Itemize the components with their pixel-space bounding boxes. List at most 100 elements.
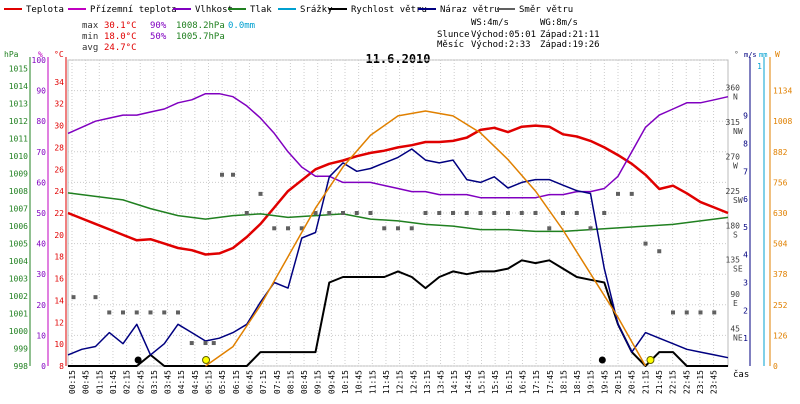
temp-tick-label: 24: [54, 187, 64, 196]
hpa-tick-label: 1004: [9, 257, 28, 266]
wind-direction-point: [506, 211, 510, 215]
wind-direction-point: [409, 226, 414, 231]
wm2-tick-label: 252: [773, 301, 788, 310]
hpa-tick-label: 1008: [9, 187, 28, 196]
hpa-tick-label: 1006: [9, 222, 28, 231]
series-směr-větru: [71, 172, 717, 346]
pct-tick-label: 30: [36, 270, 46, 279]
x-tick-label: 23:45: [710, 370, 719, 394]
wind-direction-point: [272, 226, 277, 231]
x-tick-label: 01:45: [109, 370, 118, 394]
dir-tick-degrees: 270: [726, 152, 741, 161]
x-tick-label: 19:45: [600, 370, 609, 394]
wind-direction-point: [629, 191, 634, 196]
x-tick-label: 08:45: [300, 370, 309, 394]
x-tick-label: 14:15: [450, 370, 459, 394]
series-tlak: [67, 192, 729, 233]
x-tick-label: 07:15: [259, 370, 268, 394]
mm-tick-label: 1: [757, 62, 762, 71]
hpa-tick-label: 1007: [9, 205, 28, 214]
series-line: [67, 192, 729, 233]
x-tick-label: 21:45: [655, 370, 664, 394]
x-tick-label: 12:15: [396, 370, 405, 394]
ms-tick-label: 3: [743, 279, 748, 288]
hpa-tick-label: 1009: [9, 170, 28, 179]
wind-direction-point: [684, 310, 689, 315]
wm2-tick-label: 126: [773, 331, 788, 340]
temp-tick-label: 34: [54, 78, 64, 87]
wind-direction-point: [712, 310, 717, 315]
hpa-tick-label: 1014: [9, 82, 28, 91]
pct-unit: %: [38, 50, 43, 59]
dir-tick-compass: SW: [733, 196, 743, 205]
hpa-tick-label: 998: [14, 362, 29, 371]
x-tick-label: 01:15: [95, 370, 104, 394]
wind-direction-point: [561, 211, 565, 215]
x-tick-label: 11:15: [368, 370, 377, 394]
x-tick-label: 09:45: [327, 370, 336, 394]
wind-direction-point: [492, 211, 497, 215]
x-tick-label: 23:15: [696, 370, 705, 394]
x-tick-label: 00:45: [82, 370, 91, 394]
dir-tick-degrees: 45: [730, 325, 740, 334]
sunset-marker: [646, 356, 655, 364]
wind-direction-point: [327, 211, 332, 215]
wm2-tick-label: 0: [773, 362, 778, 371]
dir-tick-compass: E: [733, 299, 738, 308]
wind-direction-point: [451, 211, 455, 215]
dir-tick-degrees: 225: [726, 187, 741, 196]
hpa-tick-label: 1012: [9, 117, 28, 126]
wm2-tick-label: 630: [773, 209, 788, 218]
chart-title: 11.6.2010: [365, 52, 430, 66]
moonrise-marker: [134, 356, 142, 364]
x-tick-label: 16:45: [518, 370, 527, 394]
wind-direction-point: [211, 341, 216, 346]
pct-tick-label: 100: [32, 56, 47, 65]
dir-tick-degrees: 315: [726, 118, 741, 127]
series-line: [67, 124, 729, 256]
wind-direction-point: [299, 226, 304, 231]
plot-area: [67, 92, 729, 367]
hpa-tick-label: 1002: [9, 292, 28, 301]
temp-tick-label: 32: [54, 100, 64, 109]
legend-label: Srážky: [300, 5, 333, 15]
x-tick-label: 03:45: [164, 370, 173, 394]
hpa-tick-label: 1015: [9, 65, 28, 74]
wind-direction-point: [107, 310, 112, 315]
ms-tick-label: 4: [743, 251, 748, 260]
x-tick-label: 02:45: [136, 370, 145, 394]
wind-direction-point: [478, 211, 483, 215]
info-block: WS:4m/s WG:8m/s Slunce Východ:05:01 Zápa…: [437, 18, 600, 50]
dir-tick-compass: SE: [733, 265, 743, 274]
ms-tick-label: 7: [743, 167, 748, 176]
x-tick-label: 18:15: [559, 370, 568, 394]
mm-unit: mm: [759, 51, 767, 59]
hpa-tick-label: 1013: [9, 100, 28, 109]
moonset-marker: [598, 356, 606, 364]
ms-tick-label: 5: [743, 223, 748, 232]
pct-tick-label: 10: [36, 331, 46, 340]
temp-tick-label: 10: [54, 340, 64, 349]
x-tick-label: 04:15: [177, 370, 186, 394]
axes: 00:15 00:45 01:15 01:45 02:15 02:45 03:15 03:45…: [4, 50, 792, 394]
info-sunset: Západ:21:11: [540, 30, 600, 40]
stats-max-temp: 30.1°C: [104, 21, 137, 31]
x-tick-label: 21:15: [641, 370, 650, 394]
x-tick-label: 07:45: [273, 370, 282, 394]
stats-max-label: max: [82, 21, 99, 31]
wind-direction-point: [643, 241, 648, 246]
wind-direction-point: [657, 249, 662, 254]
series-line: [205, 110, 647, 367]
stats-block: max 30.1°C 90% 1008.2hPa 0.0mm min 18.0°…: [82, 21, 255, 53]
x-tick-label: 22:45: [682, 370, 691, 394]
wind-direction-point: [341, 211, 345, 215]
x-tick-label: 13:15: [423, 370, 432, 394]
x-tick-label: 08:15: [286, 370, 295, 394]
wind-direction-point: [354, 211, 359, 215]
dir-tick-degrees: 180: [726, 221, 741, 230]
wind-direction-point: [244, 211, 249, 215]
x-tick-label: 15:15: [478, 370, 487, 394]
stats-min-hum: 50%: [150, 32, 167, 42]
